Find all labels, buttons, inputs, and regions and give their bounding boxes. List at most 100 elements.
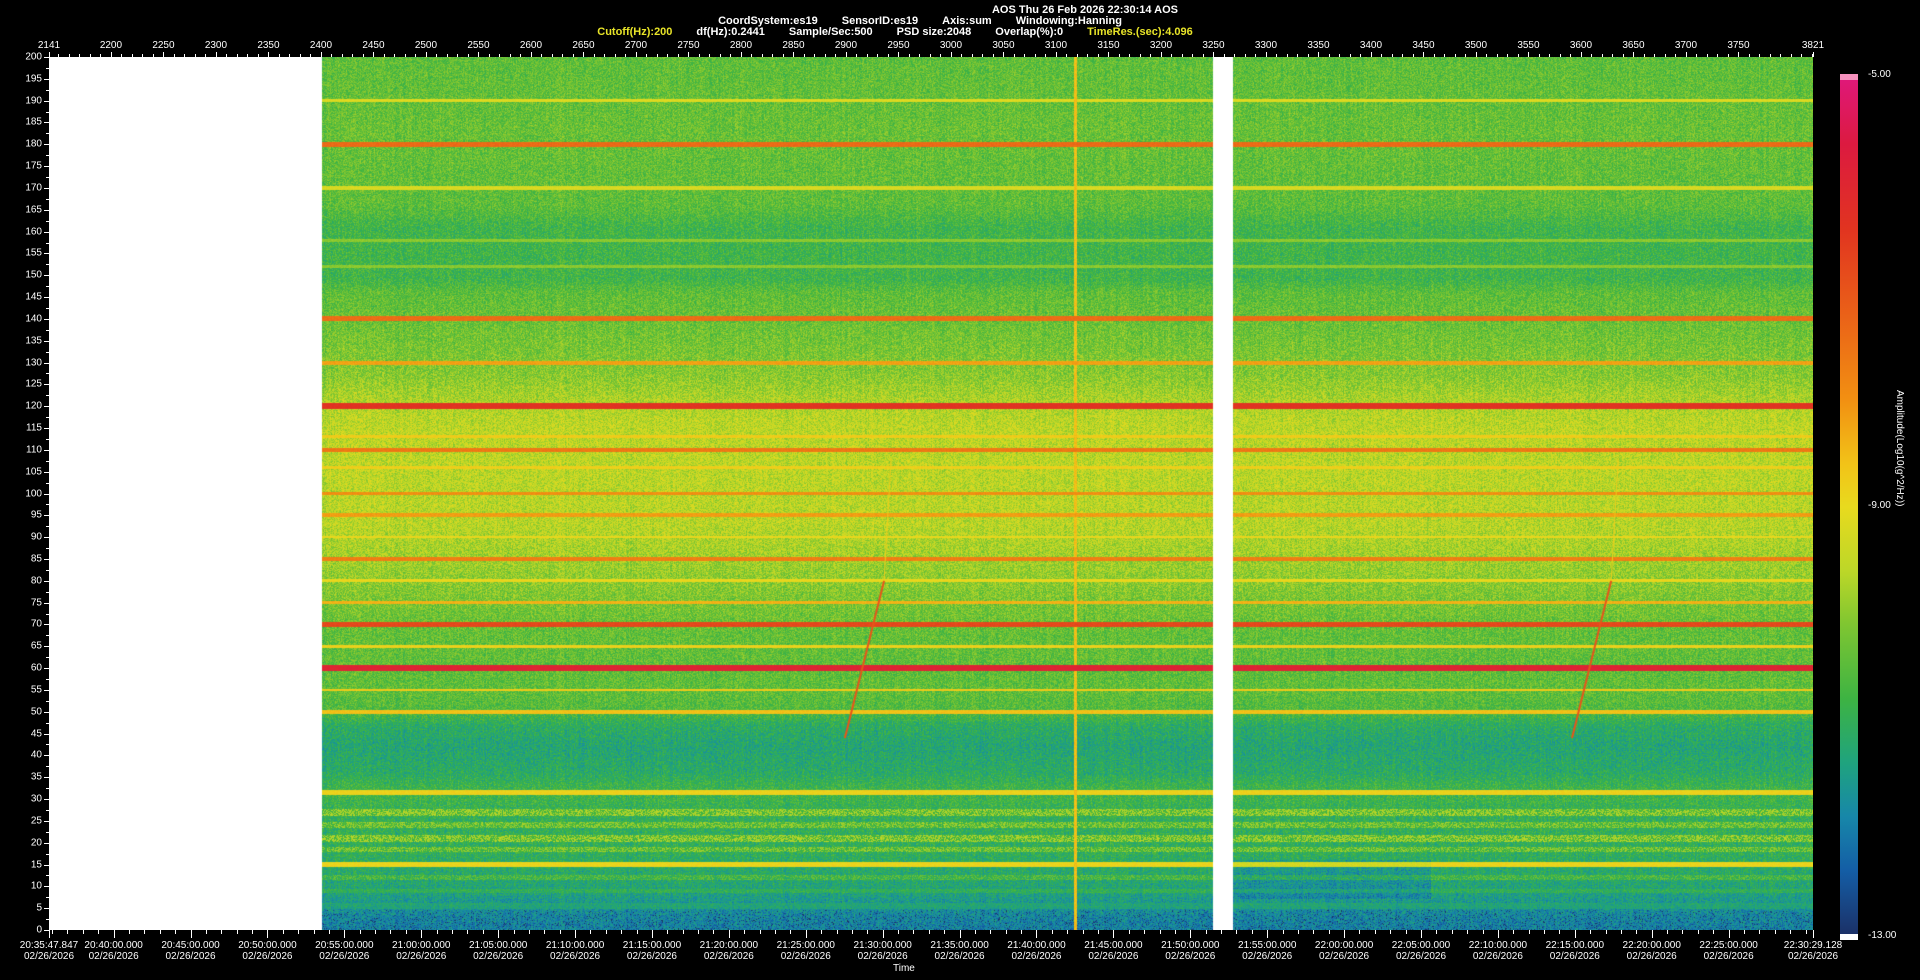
- axis-tick: [426, 52, 427, 57]
- frequency-axis-label: 15: [30, 859, 42, 871]
- axis-tick: [321, 52, 322, 57]
- axis-tick: [1313, 930, 1314, 934]
- axis-tick: [46, 592, 49, 593]
- axis-tick: [44, 537, 49, 538]
- date-label: 02/26/2026: [1626, 951, 1677, 962]
- axis-tick: [329, 930, 330, 934]
- axis-tick: [636, 52, 637, 57]
- date-label: 02/26/2026: [780, 951, 831, 962]
- header-param: PSD size:2048: [896, 26, 972, 38]
- axis-tick: [621, 930, 622, 934]
- axis-tick: [46, 897, 49, 898]
- axis-tick: [606, 930, 607, 934]
- axis-tick: [825, 54, 826, 57]
- top-axis-label: 2141: [37, 40, 61, 51]
- axis-tick: [867, 54, 868, 57]
- axis-tick: [1612, 54, 1613, 57]
- axis-tick: [1590, 930, 1591, 934]
- axis-tick: [489, 54, 490, 57]
- frequency-axis-label: 135: [25, 335, 42, 347]
- axis-tick: [1077, 54, 1078, 57]
- axis-tick: [1575, 930, 1576, 938]
- axis-tick: [191, 930, 192, 938]
- frequency-axis-label: 100: [25, 488, 42, 499]
- axis-tick: [44, 57, 49, 58]
- axis-tick: [1560, 54, 1561, 57]
- axis-tick: [1098, 930, 1099, 934]
- date-label: 02/26/2026: [1242, 951, 1293, 962]
- axis-tick: [1744, 930, 1745, 934]
- axis-tick: [1675, 54, 1676, 57]
- axis-tick: [49, 930, 50, 938]
- axis-tick: [46, 417, 49, 418]
- date-label: 02/26/2026: [857, 951, 908, 962]
- frequency-axis-label: 105: [25, 466, 42, 478]
- top-axis-label: 3000: [939, 40, 963, 51]
- axis-tick: [46, 788, 49, 789]
- axis-tick: [951, 52, 952, 57]
- date-label: 02/26/2026: [934, 951, 985, 962]
- frequency-axis-label: 175: [25, 160, 42, 172]
- axis-tick: [90, 54, 91, 57]
- axis-tick: [552, 54, 553, 57]
- time-label: 21:15:00.000: [622, 940, 682, 951]
- date-label: 02/26/2026: [550, 951, 601, 962]
- axis-tick: [44, 188, 49, 189]
- time-label: 22:15:00.000: [1545, 940, 1605, 951]
- time-tick-label: 21:55:00.000 02/26/2026: [1238, 940, 1296, 962]
- header-params-line2: Cutoff(Hz):200 df(Hz):0.2441 Sample/Sec:50…: [585, 26, 1204, 38]
- axis-tick: [1559, 930, 1560, 934]
- axis-tick: [1267, 930, 1268, 938]
- axis-tick: [929, 930, 930, 934]
- axis-tick: [846, 52, 847, 57]
- axis-tick: [1483, 930, 1484, 934]
- frequency-axis-label: 170: [25, 182, 42, 194]
- top-axis-label: 2450: [362, 40, 385, 51]
- axis-tick: [1329, 54, 1330, 57]
- axis-tick: [1621, 930, 1622, 934]
- colorbar: [1840, 80, 1858, 934]
- axis-tick: [468, 54, 469, 57]
- time-tick-label: 22:10:00.000 02/26/2026: [1469, 940, 1527, 962]
- axis-tick: [46, 177, 49, 178]
- axis-tick: [1790, 930, 1791, 934]
- time-tick-label: 22:30:29.128 02/26/2026: [1784, 940, 1842, 962]
- time-label: 21:40:00.000: [1007, 940, 1066, 951]
- time-label: 21:25:00.000: [776, 940, 835, 951]
- axis-tick: [1140, 54, 1141, 57]
- axis-tick: [44, 101, 49, 102]
- axis-tick: [1224, 54, 1225, 57]
- axis-tick: [1549, 54, 1550, 57]
- axis-tick: [83, 930, 84, 934]
- axis-tick: [373, 52, 374, 57]
- axis-tick: [129, 930, 130, 934]
- axis-tick: [615, 54, 616, 57]
- colorbar-under-cap: [1840, 934, 1858, 940]
- frequency-axis-label: 165: [25, 204, 42, 216]
- spectrogram-canvas[interactable]: [49, 57, 1813, 930]
- axis-tick: [573, 54, 574, 57]
- axis-tick: [741, 52, 742, 57]
- axis-tick: [44, 384, 49, 385]
- axis-tick: [1006, 930, 1007, 934]
- axis-tick: [46, 635, 49, 636]
- axis-tick: [1371, 52, 1372, 57]
- frequency-axis-label: 150: [25, 269, 42, 281]
- axis-tick: [657, 54, 658, 57]
- axis-tick: [46, 744, 49, 745]
- axis-tick: [79, 54, 80, 57]
- axis-tick: [46, 614, 49, 615]
- top-axis-label: 3750: [1727, 40, 1750, 51]
- header-param: TimeRes.(sec):4.096: [1087, 26, 1193, 38]
- date-label: 02/26/2026: [88, 951, 139, 962]
- axis-tick: [1098, 54, 1099, 57]
- frequency-axis-label: 130: [25, 357, 42, 369]
- time-tick-label: 22:25:00.000 02/26/2026: [1699, 940, 1757, 962]
- axis-tick: [1476, 52, 1477, 57]
- axis-tick: [46, 570, 49, 571]
- axis-tick: [1486, 54, 1487, 57]
- axis-tick: [267, 930, 268, 938]
- axis-tick: [1636, 930, 1637, 934]
- axis-tick: [993, 54, 994, 57]
- axis-tick: [1144, 930, 1145, 934]
